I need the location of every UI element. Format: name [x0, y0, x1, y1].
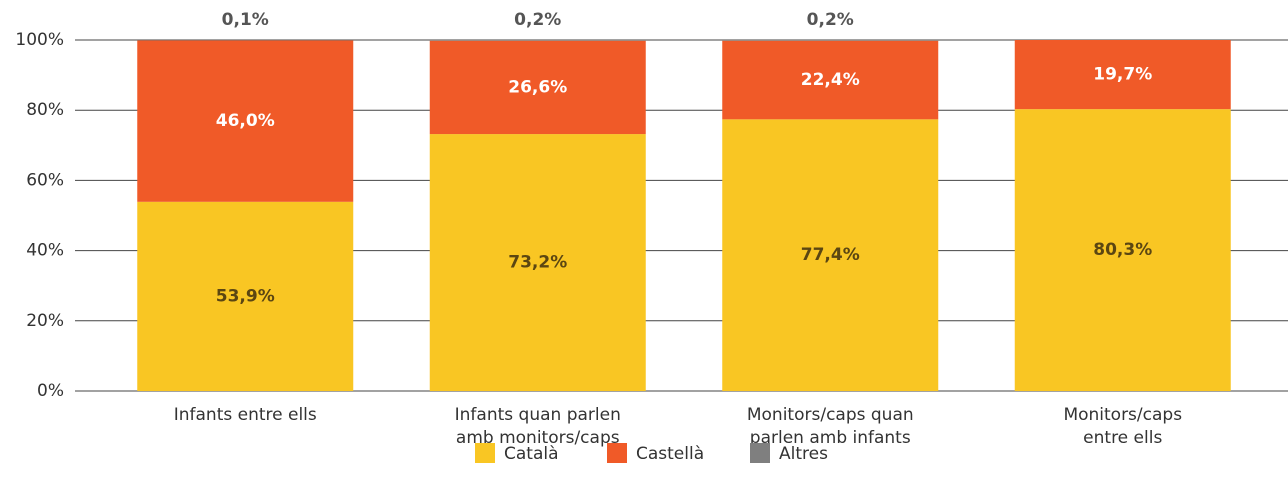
data-label: 0,1%	[222, 10, 269, 30]
y-tick-label: 80%	[26, 100, 64, 120]
data-label: 53,9%	[216, 286, 275, 306]
data-label: 0,2%	[807, 10, 854, 30]
data-label: 0,2%	[514, 10, 561, 30]
bar-segment	[429, 134, 646, 391]
bar-segment	[429, 40, 646, 41]
bar-segment	[137, 40, 354, 202]
legend-swatch	[475, 443, 495, 463]
bar-segment	[429, 40, 646, 135]
x-tick-label: amb monitors/caps	[456, 428, 620, 448]
bar-segment	[722, 40, 939, 120]
bar-segment	[137, 201, 354, 391]
bar-segment	[1014, 109, 1231, 391]
y-tick-label: 100%	[15, 30, 64, 50]
y-tick-label: 60%	[26, 170, 64, 190]
x-tick-label: Monitors/caps quan	[747, 405, 914, 425]
data-label: 46,0%	[216, 111, 275, 131]
legend-label: Català	[504, 444, 559, 464]
x-tick-label: Infants entre ells	[174, 405, 317, 425]
data-label: 77,4%	[801, 245, 860, 265]
data-label: 80,3%	[1093, 240, 1152, 260]
x-tick-label: Infants quan parlen	[455, 405, 621, 425]
bar-segment	[1014, 40, 1231, 110]
data-label: 26,6%	[508, 77, 567, 97]
x-tick-label: Monitors/caps	[1063, 405, 1182, 425]
data-label: 22,4%	[801, 70, 860, 90]
y-tick-label: 40%	[26, 241, 64, 261]
legend-swatch	[607, 443, 627, 463]
y-tick-label: 0%	[37, 381, 64, 401]
x-tick-label: parlen amb infants	[750, 428, 911, 448]
bar-segment	[722, 119, 939, 392]
data-label: 19,7%	[1093, 65, 1152, 85]
y-tick-label: 20%	[26, 311, 64, 331]
legend-swatch	[750, 443, 770, 463]
legend-label: Castellà	[636, 444, 704, 464]
bar-segment	[722, 40, 939, 41]
data-label: 73,2%	[508, 253, 567, 273]
legend-label: Altres	[779, 444, 828, 464]
x-tick-label: entre ells	[1083, 428, 1162, 448]
